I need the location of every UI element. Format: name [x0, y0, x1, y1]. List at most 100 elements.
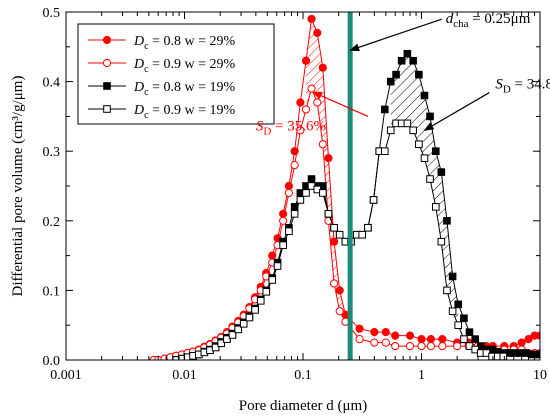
data-point	[426, 335, 435, 344]
x-tick-label: 0.1	[294, 368, 312, 383]
legend-label: Dc = 0.8 w = 29%	[133, 34, 235, 52]
data-point	[391, 331, 400, 340]
data-point	[239, 320, 248, 328]
data-point	[290, 210, 299, 218]
legend-label: Dc = 0.8 w = 19%	[133, 80, 235, 98]
data-point	[324, 154, 333, 163]
data-point	[405, 331, 415, 340]
data-point	[426, 341, 435, 351]
annotation-label: SD = 34.8%	[495, 77, 550, 96]
x-tick-label: 10	[533, 368, 547, 383]
data-point	[380, 147, 389, 155]
x-axis: 0.001 0.01 0.1 1 10	[50, 12, 547, 383]
data-point	[172, 356, 180, 360]
legend-label: Dc = 0.9 w = 19%	[133, 103, 235, 121]
data-point	[437, 168, 446, 176]
data-point	[471, 335, 480, 343]
data-point	[381, 338, 390, 347]
y-tick-label: 0.0	[43, 354, 61, 369]
data-point	[524, 335, 533, 344]
data-point	[318, 140, 327, 149]
series-2	[149, 84, 540, 360]
y-axis: 0.0 0.1 0.2 0.3 0.4 0.5	[43, 6, 540, 369]
data-point	[211, 343, 220, 352]
data-point	[392, 70, 400, 79]
data-point	[102, 58, 112, 68]
data-point	[409, 126, 417, 135]
data-point	[273, 262, 282, 270]
data-point	[228, 331, 237, 339]
hatched-area-layer	[305, 18, 459, 326]
hatched-area-0	[305, 18, 346, 322]
y-tick-label: 0.3	[43, 145, 61, 160]
data-point	[355, 324, 364, 333]
y-tick-label: 0.2	[43, 215, 61, 230]
data-point	[453, 341, 462, 351]
data-point	[431, 203, 440, 211]
data-point	[517, 338, 526, 347]
data-point	[460, 335, 468, 343]
data-point	[426, 175, 434, 183]
data-point	[364, 223, 372, 232]
annotation-arrow	[423, 92, 490, 131]
data-point	[454, 300, 462, 309]
x-axis-title: Pore diameter d (μm)	[239, 398, 367, 414]
annotations: dcha = 0.25μm SD = 34.8% SD = 35.6%	[256, 11, 550, 137]
x-tick-label: 0.001	[50, 368, 82, 383]
data-point	[386, 126, 395, 135]
data-point	[279, 209, 288, 218]
data-point	[296, 196, 305, 204]
data-point	[465, 328, 474, 336]
data-point	[301, 105, 311, 114]
data-point	[381, 328, 390, 337]
legend-item-1: Dc = 0.8 w = 29%	[88, 34, 235, 52]
legend-item-2: Dc = 0.9 w = 29%	[88, 57, 235, 75]
data-point	[234, 325, 243, 334]
annotation-label: dcha = 0.25μm	[446, 11, 531, 30]
data-point	[268, 276, 277, 284]
data-point	[279, 216, 288, 225]
x-tick-label: 0.01	[172, 368, 197, 383]
data-point	[319, 189, 327, 197]
data-point	[296, 126, 305, 135]
annotation-arrow	[349, 18, 442, 52]
data-point	[443, 217, 451, 225]
data-point	[330, 237, 339, 246]
data-point	[431, 147, 440, 155]
data-point	[355, 335, 364, 344]
data-point	[296, 98, 305, 107]
y-tick-label: 0.4	[43, 76, 61, 91]
data-point	[437, 237, 446, 246]
annotation-sd-left: SD = 35.6%	[256, 91, 369, 137]
data-point	[370, 338, 379, 347]
x-tick-label: 1	[418, 368, 425, 383]
data-point	[103, 105, 111, 113]
data-point	[307, 84, 316, 93]
data-point	[324, 210, 333, 218]
data-point	[454, 321, 462, 329]
data-point	[313, 98, 322, 107]
annotation-sd-right: SD = 34.8%	[423, 77, 550, 131]
data-point	[535, 331, 540, 340]
legend: Dc = 0.8 w = 29% Dc = 0.9 w = 29% Dc = 0.8…	[77, 23, 275, 125]
data-point	[335, 286, 344, 295]
data-point	[307, 14, 316, 24]
data-point	[313, 28, 322, 37]
data-point	[417, 335, 426, 344]
data-point	[251, 306, 259, 314]
data-point	[358, 230, 367, 239]
data-point	[448, 272, 457, 281]
legend-item-4: Dc = 0.9 w = 19%	[88, 103, 235, 121]
data-point	[103, 82, 111, 90]
data-point	[370, 328, 379, 337]
data-point	[443, 286, 451, 295]
data-point	[318, 63, 327, 72]
data-point	[380, 105, 389, 114]
data-point	[369, 196, 378, 204]
y-tick-label: 0.1	[43, 284, 61, 299]
data-point	[397, 56, 406, 65]
data-point	[102, 35, 112, 45]
data-point	[290, 161, 299, 170]
data-point	[284, 181, 293, 191]
